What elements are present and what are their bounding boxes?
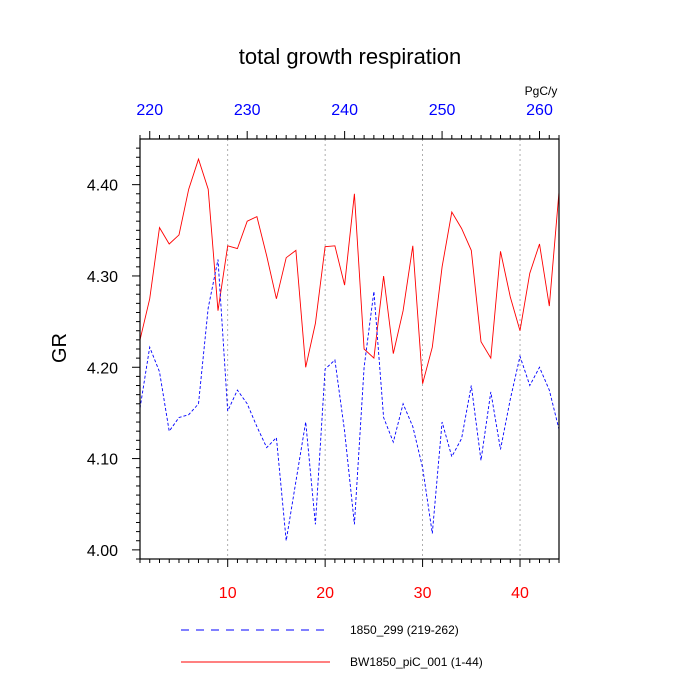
plot-frame — [139, 138, 560, 560]
legend-label: 1850_299 (219-262) — [350, 623, 459, 637]
y-tick-label: 4.20 — [87, 360, 118, 377]
grid-lines — [227, 139, 521, 559]
legend: 1850_299 (219-262) BW1850_piC_001 (1-44) — [181, 623, 483, 669]
y-tick-label: 4.10 — [87, 452, 118, 469]
y-tick-label: 4.30 — [87, 269, 118, 286]
legend-label: BW1850_piC_001 (1-44) — [350, 655, 483, 669]
y-tick-label: 4.40 — [87, 178, 118, 195]
y-axis-label: GR — [49, 333, 71, 363]
x-tick-label: 10 — [219, 585, 237, 602]
top-tick-label: 220 — [136, 102, 163, 119]
series-line-1850-299 — [140, 259, 559, 541]
axis-tick-labels: 10 20 30 40 220 230 240 250 260 4.00 4.10 4.20 4.30 4… — [87, 102, 553, 602]
units-label: PgC/y — [525, 84, 558, 98]
axis-ticks — [132, 131, 560, 567]
top-tick-label: 260 — [526, 102, 553, 119]
series-line-bw1850-pic-001 — [140, 157, 559, 384]
y-tick-label: 4.00 — [87, 543, 118, 560]
x-tick-label: 20 — [316, 585, 334, 602]
x-tick-label: 30 — [414, 585, 432, 602]
top-tick-label: 230 — [234, 102, 261, 119]
top-tick-label: 240 — [331, 102, 358, 119]
chart-title: total growth respiration — [239, 44, 462, 69]
top-tick-label: 250 — [429, 102, 456, 119]
x-tick-label: 40 — [511, 585, 529, 602]
series-layer — [140, 157, 559, 541]
